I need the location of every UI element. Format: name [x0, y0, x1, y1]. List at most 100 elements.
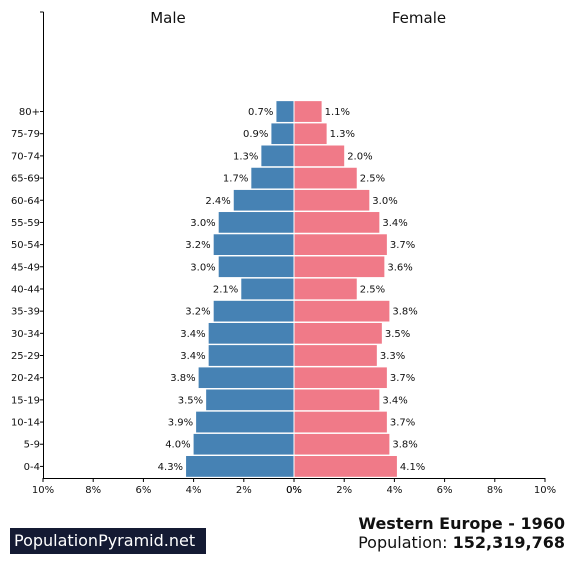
- male-value-label: 1.7%: [223, 174, 248, 185]
- male-bar: [276, 101, 294, 122]
- male-bar: [241, 278, 294, 300]
- x-tick-label: 4%: [386, 485, 402, 496]
- female-value-label: 3.4%: [382, 218, 407, 229]
- male-value-label: 3.4%: [180, 329, 205, 340]
- male-bar: [206, 389, 294, 411]
- age-group-label: 65-69: [11, 174, 40, 185]
- female-bar: [294, 145, 345, 167]
- x-tick-label: 8%: [487, 485, 503, 496]
- x-tick-label: 0%: [286, 485, 302, 496]
- chart-title: Western Europe - 1960: [358, 514, 565, 533]
- population-label: Population:: [358, 533, 448, 552]
- male-value-label: 3.0%: [190, 262, 215, 273]
- male-value-label: 4.3%: [158, 462, 183, 473]
- female-value-label: 1.3%: [330, 129, 355, 140]
- age-group-label: 15-19: [11, 395, 40, 406]
- female-bar: [294, 411, 387, 433]
- x-tick-label: 4%: [186, 485, 202, 496]
- female-bar: [294, 456, 397, 477]
- female-bar: [294, 234, 387, 256]
- female-value-label: 2.0%: [347, 151, 372, 162]
- female-value-label: 3.0%: [372, 196, 397, 207]
- female-value-label: 2.5%: [360, 174, 385, 185]
- female-bar: [294, 433, 390, 455]
- age-group-label: 5-9: [24, 440, 40, 451]
- age-group-label: 25-29: [11, 351, 40, 362]
- age-group-label: 40-44: [11, 284, 40, 295]
- x-tick-label: 0%: [286, 485, 302, 496]
- female-bar: [294, 367, 387, 389]
- age-group-label: 30-34: [11, 329, 40, 340]
- female-value-label: 3.3%: [380, 351, 405, 362]
- female-bar: [294, 345, 377, 366]
- male-bar: [208, 322, 294, 344]
- age-group-label: 10-14: [11, 418, 40, 429]
- female-value-label: 3.7%: [390, 373, 415, 384]
- male-value-label: 3.5%: [178, 395, 203, 406]
- female-bar: [294, 212, 380, 233]
- female-value-label: 3.5%: [385, 329, 410, 340]
- x-tick-label: 2%: [236, 485, 252, 496]
- male-bar: [196, 411, 294, 433]
- male-value-label: 3.0%: [190, 218, 215, 229]
- male-bar: [193, 433, 294, 455]
- female-bar: [294, 101, 322, 122]
- female-bar: [294, 278, 357, 300]
- female-bar: [294, 189, 370, 211]
- chart-bars: [168, 100, 420, 478]
- brand-badge[interactable]: PopulationPyramid.net: [10, 528, 207, 554]
- male-bar: [233, 189, 294, 211]
- age-group-label: 70-74: [11, 151, 40, 162]
- female-header: Female: [391, 9, 447, 27]
- age-group-label: 45-49: [11, 262, 40, 273]
- male-value-label: 1.3%: [233, 151, 258, 162]
- male-header: Male: [150, 9, 186, 27]
- age-group-label: 80+: [19, 107, 40, 118]
- x-tick-label: 2%: [336, 485, 352, 496]
- female-bar: [294, 123, 327, 145]
- male-bar: [198, 367, 294, 389]
- x-tick-label: 10%: [534, 485, 556, 496]
- female-value-label: 3.7%: [390, 418, 415, 429]
- chart-axes: [40, 11, 546, 482]
- male-value-label: 4.0%: [165, 440, 190, 451]
- male-bar: [208, 345, 294, 366]
- female-bar: [294, 389, 380, 411]
- male-bar: [261, 145, 294, 167]
- male-bar: [186, 456, 294, 477]
- female-value-label: 2.5%: [360, 284, 385, 295]
- population-pyramid-chart: 10% 8% 6% 4% 2% 0%0% 2% 4% 6% 8% 10%0-4 4.3% 4.1%5-9…: [11, 11, 556, 496]
- population-line: Population: 152,319,768: [358, 533, 565, 552]
- female-bar: [294, 322, 382, 344]
- male-bar: [213, 300, 294, 322]
- age-group-label: 0-4: [24, 462, 40, 473]
- age-group-label: 55-59: [11, 218, 40, 229]
- male-bar: [251, 167, 294, 189]
- age-group-label: 50-54: [11, 240, 40, 251]
- male-value-label: 2.1%: [213, 284, 238, 295]
- population-value: 152,319,768: [452, 533, 565, 552]
- age-group-label: 75-79: [11, 129, 40, 140]
- male-value-label: 3.2%: [185, 307, 210, 318]
- age-group-label: 20-24: [11, 373, 40, 384]
- x-tick-label: 10%: [32, 485, 54, 496]
- male-bar: [271, 123, 294, 145]
- male-value-label: 3.8%: [170, 373, 195, 384]
- female-value-label: 1.1%: [325, 107, 350, 118]
- female-value-label: 3.6%: [387, 262, 412, 273]
- male-value-label: 0.9%: [243, 129, 268, 140]
- male-value-label: 0.7%: [248, 107, 273, 118]
- male-bar: [218, 256, 294, 278]
- female-value-label: 3.4%: [382, 395, 407, 406]
- male-value-label: 3.9%: [168, 418, 193, 429]
- x-tick-label: 6%: [135, 485, 151, 496]
- female-value-label: 3.8%: [392, 440, 417, 451]
- male-value-label: 3.2%: [185, 240, 210, 251]
- chart-labels: 10% 8% 6% 4% 2% 0%0% 2% 4% 6% 8% 10%0-4 4.3% 4.1%5-9…: [11, 107, 556, 496]
- female-bar: [294, 256, 385, 278]
- female-value-label: 3.7%: [390, 240, 415, 251]
- male-bar: [213, 234, 294, 256]
- male-bar: [218, 212, 294, 233]
- female-value-label: 3.8%: [392, 307, 417, 318]
- female-bar: [294, 167, 357, 189]
